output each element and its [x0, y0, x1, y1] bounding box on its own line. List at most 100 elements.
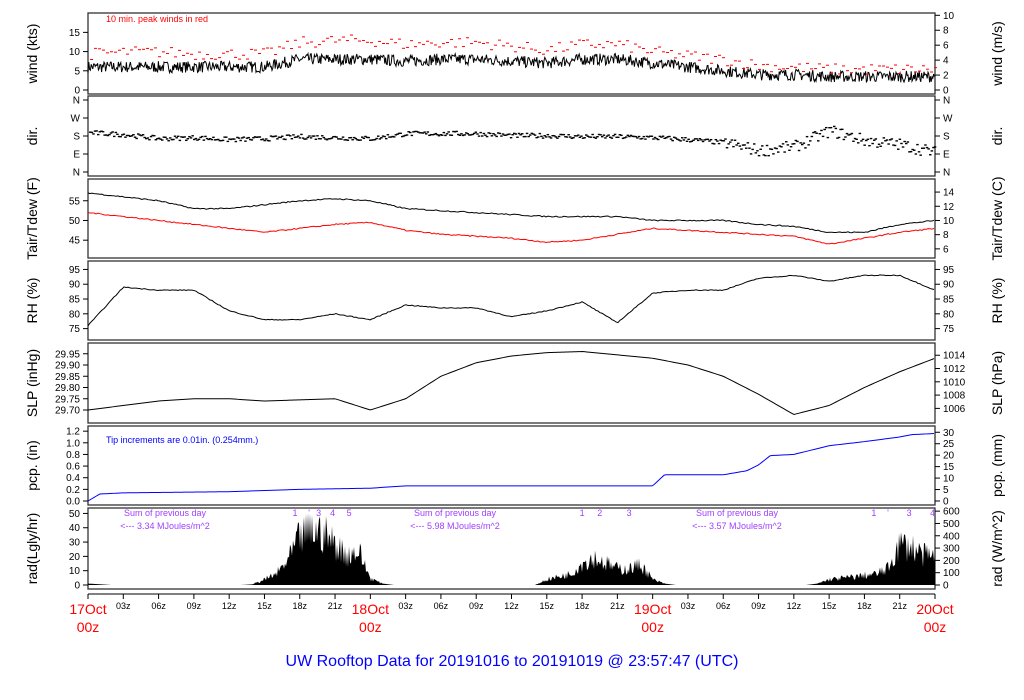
- peak-wind-mark: [318, 44, 321, 46]
- peak-wind-mark: [474, 40, 477, 42]
- date-label: 20Oct: [916, 601, 953, 617]
- direction-point: [930, 150, 934, 152]
- direction-point: [553, 135, 556, 137]
- hour-mark: ': [308, 508, 310, 518]
- y-tick-label-right: 1006: [943, 404, 966, 415]
- direction-point: [305, 138, 308, 140]
- direction-point: [383, 135, 386, 138]
- direction-point: [373, 138, 377, 141]
- x-tick-label: 09z: [469, 601, 484, 611]
- direction-point: [556, 137, 559, 139]
- direction-point: [898, 138, 902, 140]
- direction-point: [386, 134, 390, 136]
- direction-point: [298, 137, 302, 139]
- direction-point: [353, 136, 356, 139]
- y-tick-label-right: 12: [943, 202, 955, 213]
- direction-point: [372, 139, 375, 141]
- direction-point: [428, 134, 431, 137]
- direction-point: [261, 138, 265, 140]
- peak-wind-mark: [622, 44, 625, 46]
- peak-wind-mark: [454, 46, 457, 48]
- direction-point: [338, 138, 342, 140]
- direction-point: [228, 138, 231, 140]
- direction-point: [623, 137, 626, 139]
- x-tick-label: 03z: [681, 601, 696, 611]
- x-tick-label: 18z: [575, 601, 590, 611]
- peak-wind-mark: [242, 54, 245, 56]
- peak-wind-mark: [586, 39, 589, 41]
- peak-wind-mark: [710, 62, 713, 64]
- y-tick-label-right: 500: [943, 519, 960, 530]
- peak-wind-mark: [758, 68, 761, 70]
- peak-wind-mark: [306, 42, 309, 44]
- direction-point: [761, 145, 764, 147]
- peak-wind-mark: [682, 56, 685, 58]
- direction-point: [807, 144, 810, 146]
- direction-point: [562, 133, 566, 136]
- direction-point: [829, 126, 833, 129]
- direction-point: [394, 134, 398, 136]
- y-tick-label-right: 5: [943, 485, 949, 496]
- direction-point: [218, 139, 222, 142]
- direction-point: [911, 148, 914, 151]
- peak-wind-mark: [434, 44, 437, 46]
- direction-point: [309, 137, 313, 139]
- direction-point: [180, 136, 183, 138]
- direction-point: [601, 136, 604, 138]
- direction-point: [313, 135, 316, 137]
- y-tick-label: 0.0: [66, 497, 80, 508]
- peak-wind-mark: [858, 68, 861, 70]
- direction-point: [321, 135, 324, 137]
- direction-point: [810, 135, 814, 138]
- direction-point: [457, 133, 460, 136]
- direction-point: [628, 135, 631, 138]
- peak-wind-mark: [282, 47, 285, 49]
- peak-wind-mark: [194, 58, 197, 60]
- direction-point: [257, 136, 260, 138]
- direction-point: [749, 153, 753, 155]
- peak-wind-mark: [258, 52, 261, 54]
- hour-mark: 4: [330, 508, 335, 518]
- x-tick-label: 03z: [116, 601, 131, 611]
- peak-wind-mark: [342, 36, 345, 38]
- direction-point: [399, 132, 402, 134]
- direction-point: [706, 138, 710, 140]
- direction-point: [300, 133, 303, 136]
- peak-wind-mark: [214, 58, 217, 60]
- direction-point: [527, 135, 530, 138]
- hour-mark: 5: [347, 508, 352, 518]
- direction-point: [693, 138, 697, 140]
- direction-point: [543, 135, 546, 137]
- day-sum-label: Sum of previous day: [124, 508, 207, 518]
- direction-point: [719, 139, 722, 141]
- direction-point: [148, 138, 151, 141]
- y-tick-label: 29.75: [55, 394, 80, 405]
- y-tick-label-right: 10: [943, 216, 955, 227]
- y-tick-label-right: N: [943, 168, 950, 179]
- y-tick-label-right: 1008: [943, 391, 966, 402]
- y-tick-label-right: 30: [943, 428, 955, 439]
- direction-point: [849, 133, 852, 136]
- peak-wind-mark: [530, 48, 533, 50]
- peak-wind-mark: [930, 71, 933, 73]
- y-tick-label-right: 85: [943, 295, 955, 306]
- direction-point: [922, 147, 926, 149]
- direction-point: [644, 138, 647, 140]
- direction-point: [869, 137, 873, 140]
- direction-point: [661, 135, 665, 137]
- peak-wind-mark: [122, 47, 125, 49]
- peak-wind-mark: [414, 46, 417, 48]
- direction-point: [405, 134, 409, 136]
- peak-wind-mark: [510, 45, 513, 47]
- direction-point: [925, 146, 929, 149]
- peak-wind-mark: [914, 71, 917, 73]
- direction-point: [258, 136, 262, 138]
- y-tick-label: 0.6: [66, 462, 80, 473]
- direction-point: [433, 133, 436, 136]
- direction-point: [297, 135, 300, 137]
- direction-point: [404, 134, 407, 137]
- panel-annotation: Tip increments are 0.01in. (0.254mm.): [106, 435, 258, 445]
- peak-wind-mark: [94, 47, 97, 49]
- direction-point: [132, 134, 135, 136]
- direction-point: [708, 140, 711, 142]
